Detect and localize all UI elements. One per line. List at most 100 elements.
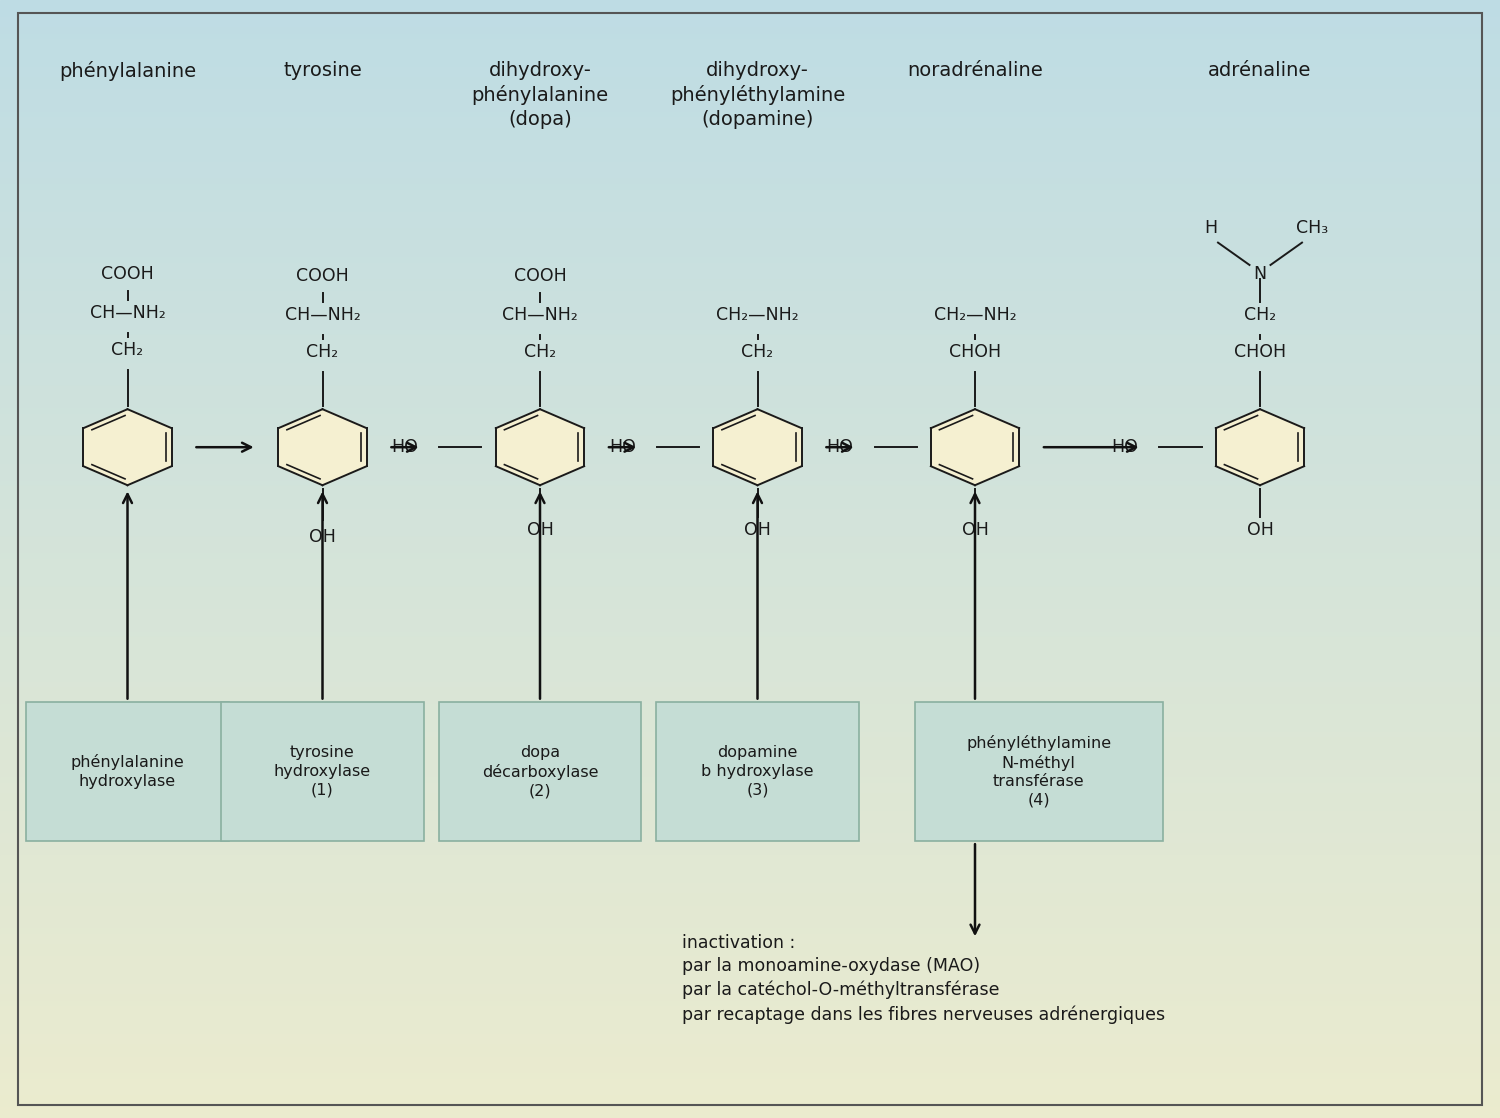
Bar (0, 73, 1500, 78)
Bar (0, 922, 1500, 928)
Bar (0, 291, 1500, 296)
Text: adrénaline: adrénaline (1209, 61, 1311, 80)
Bar (0, 978, 1500, 984)
Bar (0, 710, 1500, 716)
Bar (0, 280, 1500, 285)
Bar (0, 6, 1500, 11)
Text: inactivation :
par la monoamine-oxydase (MAO)
par la catéchol-O-méthyltransféras: inactivation : par la monoamine-oxydase … (682, 934, 1166, 1024)
Bar (0, 307, 1500, 313)
Bar (0, 1017, 1500, 1023)
Bar (0, 861, 1500, 866)
Bar (0, 911, 1500, 917)
Bar (0, 956, 1500, 961)
Bar (0, 1107, 1500, 1112)
Polygon shape (1216, 409, 1304, 485)
Bar (0, 844, 1500, 850)
Bar (0, 313, 1500, 319)
Polygon shape (714, 409, 801, 485)
Bar (0, 369, 1500, 375)
Bar (0, 39, 1500, 45)
Bar (0, 989, 1500, 995)
Bar (0, 229, 1500, 235)
Bar (0, 442, 1500, 447)
Bar (0, 61, 1500, 67)
Bar (0, 414, 1500, 419)
Bar (0, 576, 1500, 581)
Bar (0, 347, 1500, 352)
Bar (0, 240, 1500, 246)
Bar (0, 375, 1500, 380)
Bar (0, 928, 1500, 934)
Bar (0, 950, 1500, 956)
Bar (0, 1068, 1500, 1073)
Bar (0, 514, 1500, 520)
Bar (0, 643, 1500, 648)
Bar (0, 168, 1500, 173)
Bar (0, 771, 1500, 777)
Bar (0, 934, 1500, 939)
Bar (0, 559, 1500, 565)
Bar (0, 1062, 1500, 1068)
Bar (0, 425, 1500, 430)
Bar (0, 637, 1500, 643)
Bar (0, 531, 1500, 537)
Bar (0, 157, 1500, 162)
Bar (0, 28, 1500, 34)
Bar (0, 34, 1500, 39)
Text: phénylalanine
hydroxylase: phénylalanine hydroxylase (70, 755, 184, 788)
Bar (0, 196, 1500, 201)
Bar (0, 179, 1500, 184)
Bar (0, 755, 1500, 760)
Bar (0, 939, 1500, 945)
Text: CH₂—NH₂: CH₂—NH₂ (716, 306, 800, 324)
Bar (0, 1084, 1500, 1090)
FancyBboxPatch shape (222, 702, 423, 841)
Text: OH: OH (309, 528, 336, 546)
Bar (0, 699, 1500, 704)
Bar (0, 749, 1500, 755)
Bar (0, 145, 1500, 151)
Text: HO: HO (609, 438, 636, 456)
Polygon shape (496, 409, 584, 485)
Bar (0, 788, 1500, 794)
Bar (0, 1012, 1500, 1017)
Bar (0, 330, 1500, 335)
Bar (0, 995, 1500, 1001)
Bar (0, 1057, 1500, 1062)
Bar (0, 117, 1500, 123)
Bar (0, 386, 1500, 391)
Text: OH: OH (962, 521, 988, 539)
Bar (0, 587, 1500, 593)
Bar (0, 766, 1500, 771)
Bar (0, 716, 1500, 721)
Text: phénylalanine: phénylalanine (58, 61, 196, 82)
Bar (0, 341, 1500, 347)
Bar (0, 101, 1500, 106)
Bar (0, 397, 1500, 402)
Bar (0, 464, 1500, 470)
Bar (0, 1096, 1500, 1101)
Bar (0, 509, 1500, 514)
Bar (0, 917, 1500, 922)
Bar (0, 1045, 1500, 1051)
Bar (0, 218, 1500, 224)
Text: CH₂—NH₂: CH₂—NH₂ (933, 306, 1017, 324)
Bar (0, 134, 1500, 140)
Bar (0, 648, 1500, 654)
Bar (0, 11, 1500, 17)
Bar (0, 838, 1500, 844)
Bar (0, 537, 1500, 542)
Bar (0, 56, 1500, 61)
Bar (0, 794, 1500, 799)
Bar (0, 565, 1500, 570)
Bar (0, 738, 1500, 743)
Bar (0, 67, 1500, 73)
Bar (0, 676, 1500, 682)
Bar (0, 419, 1500, 425)
Text: CH—NH₂: CH—NH₂ (90, 304, 165, 322)
Bar (0, 363, 1500, 369)
Bar (0, 129, 1500, 134)
Bar (0, 760, 1500, 766)
Bar (0, 140, 1500, 145)
Polygon shape (84, 409, 171, 485)
